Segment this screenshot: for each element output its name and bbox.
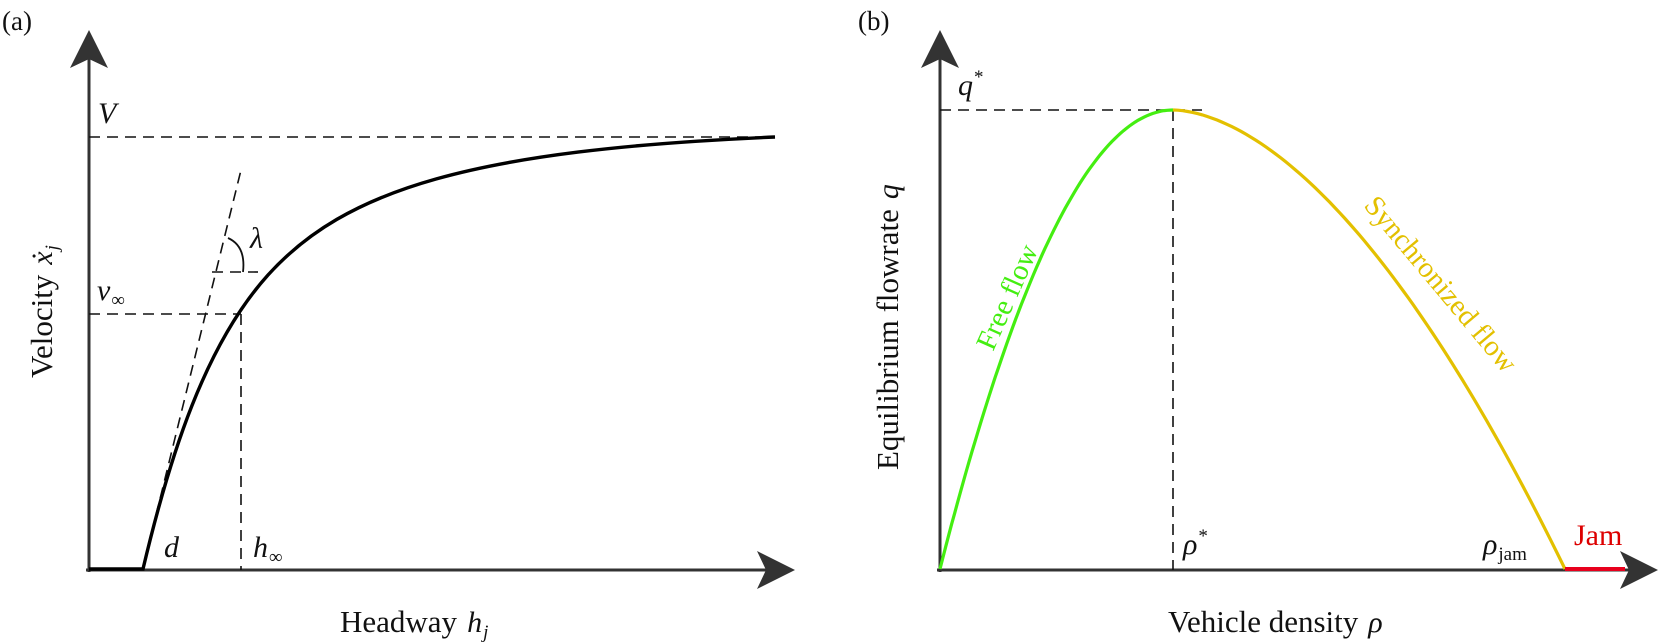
panel-a-label-vinf: v∞ bbox=[97, 274, 125, 311]
panel-a-label-hinf: h∞ bbox=[253, 531, 283, 568]
panel-a-xlabel: Headway hj bbox=[340, 604, 488, 643]
panel-b-label-qstar: q* bbox=[958, 67, 984, 102]
qstar-sup: * bbox=[974, 67, 984, 88]
panel-a-label-d: d bbox=[164, 531, 180, 564]
hinf-sub: ∞ bbox=[269, 547, 283, 568]
panel-a-ylabel: Velocity ẋj bbox=[24, 245, 63, 378]
vinf-sub: ∞ bbox=[111, 290, 125, 311]
panel-b-region-jam: Jam bbox=[1574, 519, 1622, 552]
x-axis-arrow-icon bbox=[757, 551, 795, 589]
xlabel-sym: ρ bbox=[1367, 606, 1382, 639]
panel-b-label-rhostar: ρ* bbox=[1182, 526, 1208, 561]
vinf-sym: v bbox=[97, 274, 111, 307]
rhojam-sub: jam bbox=[1497, 544, 1527, 565]
ylabel-sym: ẋ bbox=[26, 251, 59, 266]
panel-b-label: (b) bbox=[858, 6, 889, 36]
ylabel-text: Equilibrium flowrate bbox=[870, 209, 905, 470]
panel-b-ylabel: Equilibrium flowrate q bbox=[870, 184, 905, 470]
rhojam-sym: ρ bbox=[1482, 528, 1497, 561]
panel-a-angle-arc bbox=[227, 237, 245, 273]
panel-b-region-sync: Synchronized flow bbox=[1358, 190, 1524, 379]
hinf-sym: h bbox=[253, 531, 268, 564]
rhostar-sup: * bbox=[1198, 526, 1208, 547]
xlabel-sub: j bbox=[480, 622, 488, 643]
y-axis-arrow-icon bbox=[70, 30, 108, 68]
panel-b-synchronized-flow-curve bbox=[1172, 108, 1567, 570]
panel-b-xlabel: Vehicle density ρ bbox=[1168, 604, 1383, 639]
panel-a-tangent-line bbox=[142, 169, 242, 569]
rhostar-sym: ρ bbox=[1182, 528, 1197, 561]
y-axis-arrow-icon bbox=[921, 30, 959, 68]
xlabel-text: Headway bbox=[340, 604, 458, 639]
xlabel-sym: h bbox=[467, 606, 482, 639]
panel-b-label-rhojam: ρjam bbox=[1482, 528, 1527, 565]
panel-a-label: (a) bbox=[2, 6, 32, 36]
panel-b: (b) q* ρ* ρjam Jam Free flow Synchronize… bbox=[858, 6, 1658, 639]
panel-a-label-lambda: λ bbox=[249, 222, 263, 255]
panel-a-label-V: V bbox=[98, 97, 120, 130]
ylabel-sub: j bbox=[42, 245, 63, 253]
ylabel-text: Velocity bbox=[24, 274, 59, 378]
xlabel-text: Vehicle density bbox=[1168, 604, 1359, 639]
panel-a: (a) V v∞ λ d h∞ Headway hj Velocityẋj bbox=[2, 6, 795, 643]
qstar-sym: q bbox=[958, 69, 973, 102]
panel-a-velocity-curve bbox=[89, 135, 776, 571]
x-axis-arrow-icon bbox=[1620, 551, 1658, 589]
ylabel-sym: q bbox=[872, 184, 905, 199]
panel-b-free-flow-curve bbox=[938, 108, 1174, 570]
